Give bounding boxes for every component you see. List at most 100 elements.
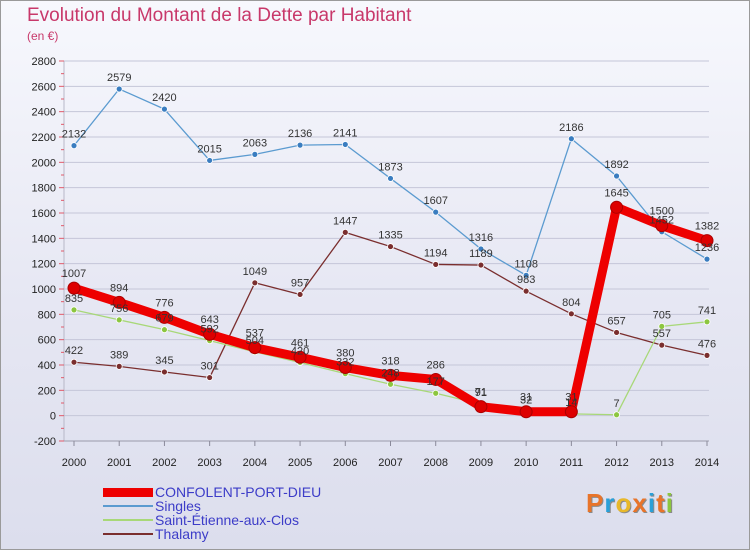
data-point-saint-etienne-aux-clos [387,380,394,388]
data-point-confolent-port-dieu [338,361,352,375]
data-label-singles: 2186 [559,122,583,134]
legend-label: Thalamy [155,526,209,542]
brand-letter: i [665,488,674,518]
data-point-saint-etienne-aux-clos [432,389,440,397]
data-label-saint-etienne-aux-clos: 420 [291,345,309,357]
data-label-thalamy: 804 [562,297,580,309]
data-label-confolent-port-dieu: 461 [291,337,309,349]
data-label-confolent-port-dieu: 894 [110,282,128,294]
data-point-saint-etienne-aux-clos [70,306,78,314]
y-tick-label: 600 [38,335,56,347]
data-point-confolent-port-dieu [112,295,126,309]
legend-swatch [103,488,153,497]
data-label-saint-etienne-aux-clos: 705 [653,309,671,321]
data-label-saint-etienne-aux-clos: 248 [381,367,399,379]
x-tick-label: 2006 [333,457,357,469]
data-label-saint-etienne-aux-clos: 7 [614,398,620,410]
data-label-singles: 2063 [243,137,267,149]
data-point-singles [387,175,394,182]
legend-swatch [103,533,153,535]
data-point-thalamy [341,228,349,236]
data-point-singles [432,208,440,216]
data-point-thalamy [251,279,259,287]
x-tick-label: 2003 [197,457,221,469]
y-tick-label: 1800 [32,183,56,195]
data-label-saint-etienne-aux-clos: 91 [475,387,487,399]
data-point-confolent-port-dieu [67,281,81,295]
data-point-singles [161,105,168,113]
x-tick-label: 2004 [243,457,267,469]
chart-unit: (en €) [27,29,59,43]
data-label-singles: 1607 [423,195,447,207]
data-label-saint-etienne-aux-clos: 177 [427,376,445,388]
data-point-thalamy [387,243,394,250]
y-tick-label: -200 [34,436,56,448]
data-point-thalamy [703,351,711,359]
data-point-singles [703,255,711,263]
data-point-confolent-port-dieu [474,400,488,414]
data-label-singles: 2015 [197,143,221,155]
data-label-saint-etienne-aux-clos: 835 [65,293,83,305]
data-label-singles: 1873 [378,161,402,173]
data-label-saint-etienne-aux-clos: 592 [200,324,218,336]
brand-letter: r [604,488,616,518]
data-label-confolent-port-dieu: 286 [427,359,445,371]
data-point-thalamy [567,310,575,318]
brand-logo: Proxiti [586,488,674,519]
x-tick-label: 2009 [469,457,493,469]
y-tick-label: 400 [38,360,56,372]
x-tick-label: 2000 [62,457,86,469]
data-label-confolent-port-dieu: 776 [155,297,173,309]
data-label-saint-etienne-aux-clos: 679 [155,313,173,325]
data-point-thalamy [206,374,214,381]
x-tick-label: 2002 [152,457,176,469]
data-point-singles [70,142,78,150]
x-tick-label: 2014 [695,457,719,469]
data-label-confolent-port-dieu: 643 [200,314,218,326]
data-point-thalamy [613,329,620,336]
y-tick-label: 1000 [32,284,56,296]
data-label-thalamy: 422 [65,345,83,357]
data-label-thalamy: 1447 [333,215,357,227]
data-label-singles: 2132 [62,129,86,141]
data-point-confolent-port-dieu [429,372,443,386]
data-label-thalamy: 557 [653,328,671,340]
data-point-thalamy [70,358,78,366]
data-point-confolent-port-dieu [610,200,624,214]
data-point-singles [206,157,214,164]
data-point-saint-etienne-aux-clos [703,318,711,326]
data-label-confolent-port-dieu: 537 [246,328,264,340]
data-label-saint-etienne-aux-clos: 756 [110,303,128,315]
data-point-singles [251,150,259,158]
data-label-saint-etienne-aux-clos: 332 [336,357,354,369]
legend-swatch [103,505,153,507]
x-tick-label: 2008 [423,457,447,469]
data-point-confolent-port-dieu [519,405,533,419]
data-label-singles: 1236 [695,242,719,254]
data-point-confolent-port-dieu [384,368,397,382]
x-tick-label: 2007 [378,457,402,469]
brand-letter: o [615,488,633,518]
data-point-singles [115,85,123,93]
data-label-thalamy: 389 [110,349,128,361]
data-point-saint-etienne-aux-clos [115,316,123,324]
data-label-singles: 2141 [333,127,357,139]
data-label-saint-etienne-aux-clos: 741 [698,305,716,317]
data-point-confolent-port-dieu [248,341,262,355]
y-tick-label: 2400 [32,107,56,119]
x-tick-label: 2001 [107,457,131,469]
chart-title: Evolution du Montant de la Dette par Hab… [27,5,412,26]
data-label-saint-etienne-aux-clos: 14 [565,397,577,409]
y-tick-label: 2000 [32,157,56,169]
y-tick-label: 2800 [32,56,56,68]
data-label-confolent-port-dieu: 71 [475,387,487,399]
data-point-confolent-port-dieu [157,310,171,324]
data-label-singles: 1108 [514,258,538,270]
y-tick-label: 800 [38,309,56,321]
y-tick-label: 200 [38,385,56,397]
y-tick-label: 1600 [32,208,56,220]
legend-label: Singles [155,498,201,514]
x-tick-label: 2011 [560,457,584,469]
y-tick-label: 2600 [32,81,56,93]
data-point-singles [341,141,349,148]
